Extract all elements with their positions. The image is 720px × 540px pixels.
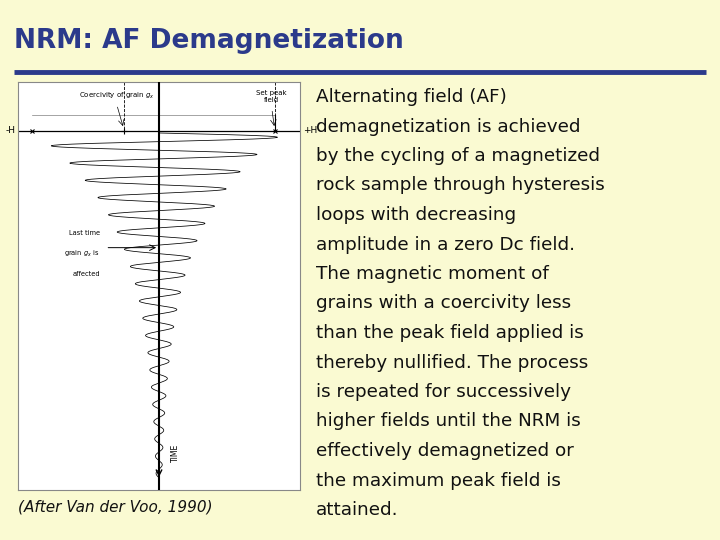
Text: higher fields until the NRM is: higher fields until the NRM is	[316, 413, 581, 430]
Text: rock sample through hysteresis: rock sample through hysteresis	[316, 177, 605, 194]
Text: loops with decreasing: loops with decreasing	[316, 206, 516, 224]
Text: amplitude in a zero Dc field.: amplitude in a zero Dc field.	[316, 235, 575, 253]
Text: demagnetization is achieved: demagnetization is achieved	[316, 118, 580, 136]
Text: NRM: AF Demagnetization: NRM: AF Demagnetization	[14, 28, 404, 54]
Text: grain $g_x$ is: grain $g_x$ is	[64, 249, 100, 259]
Text: +H: +H	[303, 126, 317, 136]
Text: Coercivity of grain $g_x$: Coercivity of grain $g_x$	[78, 91, 155, 102]
Text: is repeated for successively: is repeated for successively	[316, 383, 571, 401]
Text: -H: -H	[5, 126, 15, 136]
Text: (After Van der Voo, 1990): (After Van der Voo, 1990)	[18, 500, 212, 515]
Text: effectively demagnetized or: effectively demagnetized or	[316, 442, 574, 460]
Text: TIME: TIME	[171, 444, 181, 462]
Text: than the peak field applied is: than the peak field applied is	[316, 324, 584, 342]
Text: Last time: Last time	[68, 231, 100, 237]
Text: The magnetic moment of: The magnetic moment of	[316, 265, 549, 283]
Text: the maximum peak field is: the maximum peak field is	[316, 471, 561, 489]
Text: Alternating field (AF): Alternating field (AF)	[316, 88, 507, 106]
Text: thereby nullified. The process: thereby nullified. The process	[316, 354, 588, 372]
Text: Set peak
field: Set peak field	[256, 90, 287, 103]
Text: attained.: attained.	[316, 501, 398, 519]
Text: affected: affected	[72, 271, 100, 277]
Text: grains with a coercivity less: grains with a coercivity less	[316, 294, 571, 313]
Text: by the cycling of a magnetized: by the cycling of a magnetized	[316, 147, 600, 165]
